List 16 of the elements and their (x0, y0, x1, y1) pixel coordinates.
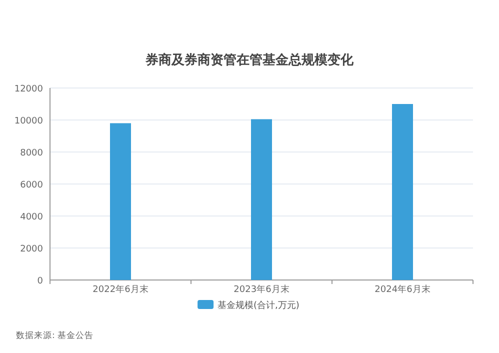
x-tick-label: 2024年6月末 (374, 284, 430, 295)
y-tick-label: 4000 (20, 212, 44, 222)
y-tick-label: 10000 (14, 116, 44, 126)
y-tick-label: 2000 (20, 244, 44, 254)
chart-title: 券商及券商资管在管基金总规模变化 (144, 52, 354, 68)
bar (392, 104, 413, 280)
y-tick-label: 12000 (14, 84, 44, 94)
y-tick-label: 0 (37, 276, 44, 286)
bar (110, 123, 131, 280)
source-note: 数据来源: 基金公告 (16, 330, 94, 341)
y-tick-label: 6000 (20, 180, 44, 190)
legend-label: 基金规模(合计,万元) (218, 300, 300, 311)
y-tick-label: 8000 (20, 148, 44, 158)
bar (251, 119, 272, 280)
x-tick-label: 2023年6月末 (234, 284, 290, 295)
x-tick-label: 2022年6月末 (92, 284, 148, 295)
